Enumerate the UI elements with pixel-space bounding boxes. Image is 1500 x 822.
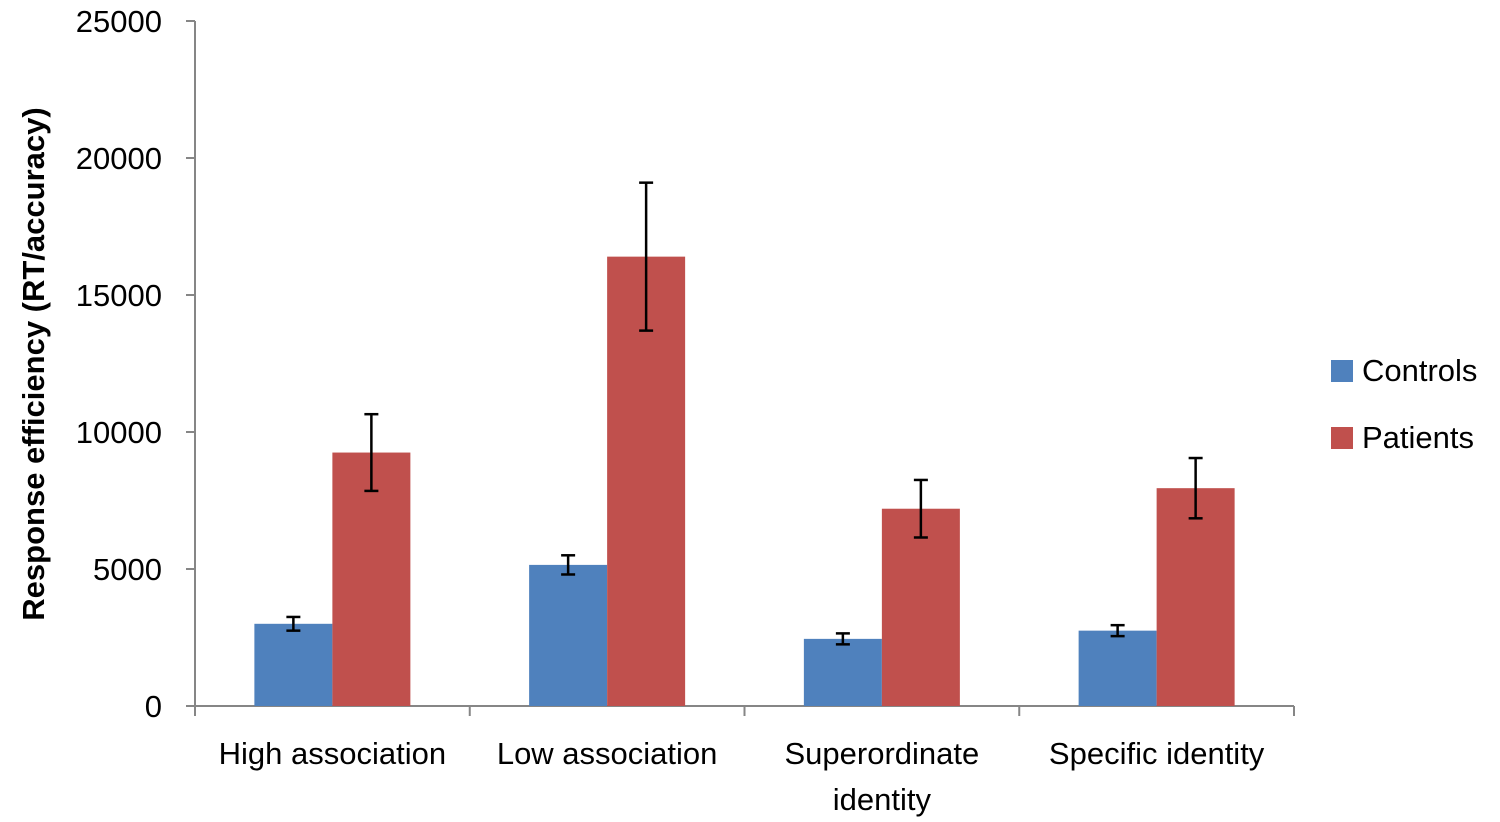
- bar-patients-4: [1156, 488, 1235, 706]
- x-tick-label: Superordinate identity: [785, 736, 980, 817]
- bar-patients-3: [881, 508, 960, 706]
- legend: Controls Patients: [1331, 353, 1477, 455]
- bar-patients-1: [332, 452, 411, 706]
- x-tick-label: High association: [219, 736, 446, 771]
- y-axis-title: Response efficiency (RT/accuracy): [16, 107, 51, 620]
- y-tick-label: 5000: [93, 552, 162, 587]
- x-tick-label-line: Superordinate: [785, 736, 980, 771]
- legend-label-patients: Patients: [1362, 420, 1474, 455]
- error-bars: [286, 181, 1203, 646]
- bar-controls-3: [803, 638, 882, 706]
- bars: [254, 256, 1235, 706]
- x-tick-label-line: identity: [833, 782, 932, 817]
- x-tick-label: Specific identity: [1049, 736, 1265, 771]
- x-axis: [194, 705, 1295, 716]
- legend-swatch-controls: [1331, 360, 1353, 382]
- y-tick-label: 15000: [76, 278, 162, 313]
- category-labels: High association Low association Superordi…: [219, 736, 1265, 817]
- x-tick-label-line: Low association: [497, 736, 718, 771]
- legend-swatch-patients: [1331, 427, 1353, 449]
- y-tick-label: 10000: [76, 415, 162, 450]
- x-tick-label-line: High association: [219, 736, 446, 771]
- y-axis: 0 5000 10000 15000 20000 25000: [76, 4, 196, 724]
- bar-controls-4: [1078, 630, 1157, 706]
- y-tick-label: 20000: [76, 141, 162, 176]
- y-tick-label: 0: [145, 689, 162, 724]
- y-tick-label: 25000: [76, 4, 162, 39]
- bar-controls-1: [254, 623, 333, 706]
- x-tick-label: Low association: [497, 736, 718, 771]
- x-tick-label-line: Specific identity: [1049, 736, 1265, 771]
- legend-label-controls: Controls: [1362, 353, 1477, 388]
- bar-controls-2: [529, 564, 608, 706]
